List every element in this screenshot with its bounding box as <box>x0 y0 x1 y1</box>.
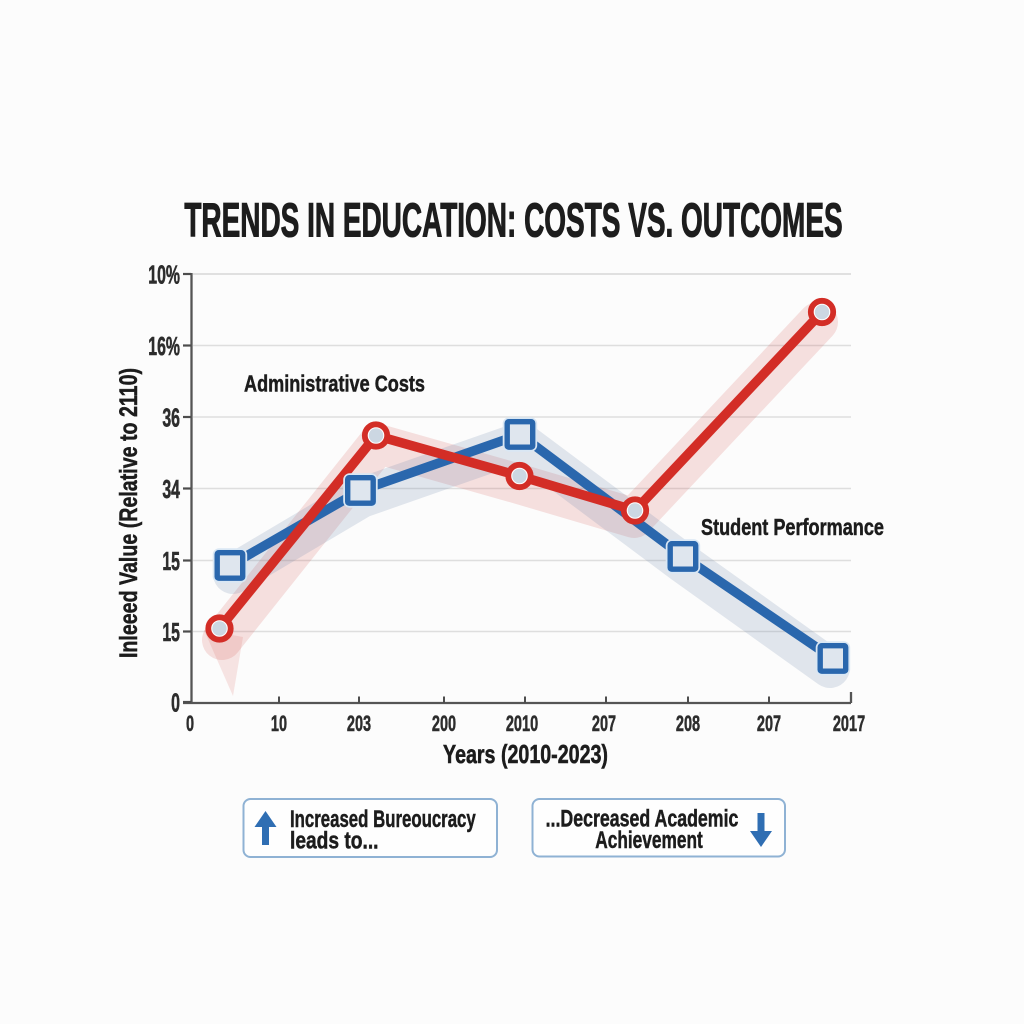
svg-text:200: 200 <box>432 711 456 736</box>
svg-text:0: 0 <box>186 711 194 736</box>
svg-text:2017: 2017 <box>833 711 865 736</box>
svg-text:16%: 16% <box>148 332 180 361</box>
svg-text:Inleeed Value (Relative to 211: Inleeed Value (Relative to 2110) <box>115 368 143 658</box>
svg-text:...Decreased Academic: ...Decreased Academic <box>546 806 739 832</box>
svg-text:Increased Bureoucracy: Increased Bureoucracy <box>290 806 476 833</box>
svg-text:34: 34 <box>162 475 180 504</box>
svg-text:TRENDS IN EDUCATION: COSTS VS.: TRENDS IN EDUCATION: COSTS VS. OUTCOMES <box>184 194 842 248</box>
svg-text:15: 15 <box>162 547 180 576</box>
svg-text:208: 208 <box>676 711 700 736</box>
svg-text:Administrative Costs: Administrative Costs <box>244 371 425 397</box>
svg-text:0: 0 <box>171 689 180 718</box>
svg-text:Years (2010-2023): Years (2010-2023) <box>443 739 608 768</box>
svg-text:2010: 2010 <box>506 711 538 736</box>
svg-text:10: 10 <box>271 711 287 736</box>
svg-text:Student Performance: Student Performance <box>701 515 884 541</box>
svg-text:36: 36 <box>162 404 180 433</box>
svg-text:207: 207 <box>757 711 781 736</box>
svg-text:Achievement: Achievement <box>595 827 703 853</box>
svg-text:207: 207 <box>592 711 616 736</box>
svg-text:203: 203 <box>347 711 371 736</box>
svg-text:15: 15 <box>162 618 180 647</box>
svg-text:leads to...: leads to... <box>290 826 379 854</box>
svg-text:10%: 10% <box>148 261 180 290</box>
